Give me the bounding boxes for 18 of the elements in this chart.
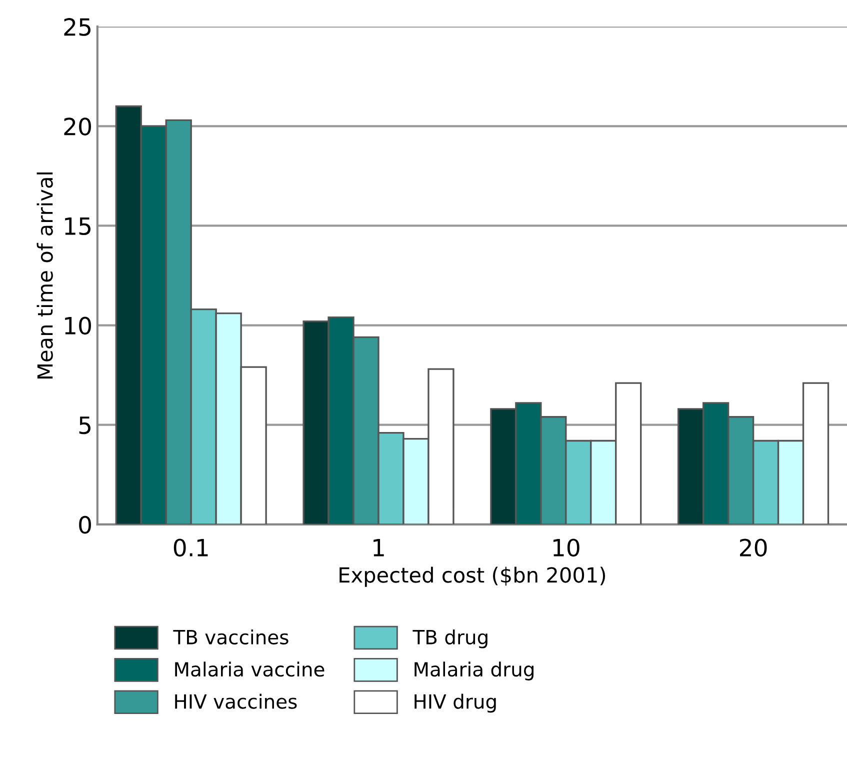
legend-label: Malaria vaccine xyxy=(175,662,324,677)
x-tick-label: 10 xyxy=(553,538,580,557)
y-tick-label: 5 xyxy=(79,416,90,434)
y-tick-label: 10 xyxy=(65,316,91,335)
y-tick-label: 20 xyxy=(64,118,91,136)
legend-label: HIV drug xyxy=(414,694,496,713)
x-axis-title: Expected cost ($bn 2001) xyxy=(340,566,606,587)
x-tick-label: 0.1 xyxy=(174,538,208,557)
y-tick-label: 0 xyxy=(79,516,91,534)
y-axis-title: Mean time of arrival xyxy=(36,172,53,378)
y-tick-label: 25 xyxy=(64,18,90,36)
legend-label: Malaria drug xyxy=(414,662,534,680)
y-tick-label: 15 xyxy=(65,217,90,236)
legend-label: TB vaccines xyxy=(173,629,288,644)
legend-label: TB drug xyxy=(412,629,488,648)
legend-label: HIV vaccines xyxy=(175,694,297,709)
x-tick-label: 20 xyxy=(740,538,767,557)
x-tick-label: 1 xyxy=(374,539,384,556)
